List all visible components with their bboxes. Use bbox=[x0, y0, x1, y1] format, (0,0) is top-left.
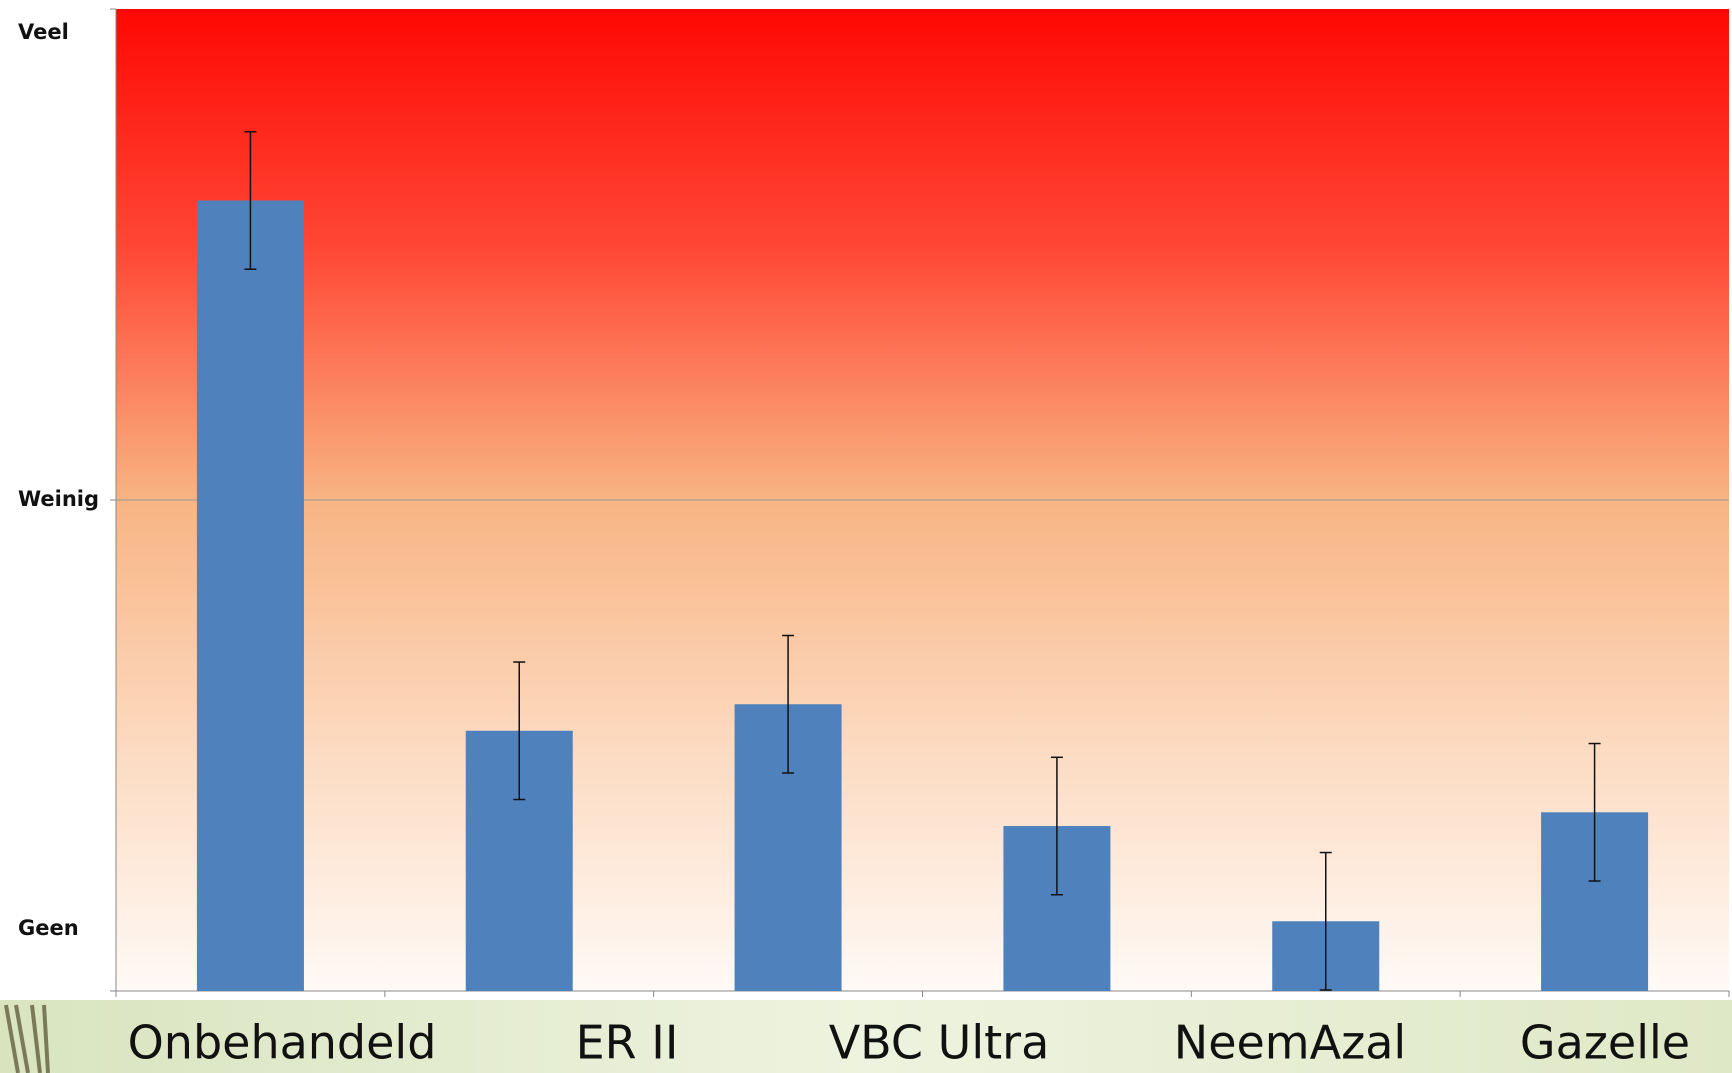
bar bbox=[196, 200, 304, 992]
footer-label: VBC Ultra bbox=[829, 1016, 1050, 1070]
error-bar bbox=[1319, 851, 1332, 991]
y-tick-label: Veel bbox=[18, 20, 69, 44]
error-bar bbox=[244, 131, 257, 270]
error-bar bbox=[1588, 742, 1601, 882]
footer-label: NeemAzal bbox=[1174, 1016, 1406, 1070]
footer-icon bbox=[4, 1004, 50, 1073]
error-bar bbox=[1050, 756, 1063, 896]
footer-strip bbox=[0, 1000, 1732, 1073]
y-tick-label: Weinig bbox=[18, 487, 99, 511]
error-bar bbox=[782, 634, 795, 774]
y-tick-label: Geen bbox=[18, 916, 79, 940]
footer-label: Onbehandeld bbox=[128, 1016, 437, 1070]
error-bar bbox=[513, 661, 526, 801]
footer-label: ER II bbox=[576, 1016, 679, 1070]
footer-label: Gazelle bbox=[1520, 1016, 1690, 1070]
